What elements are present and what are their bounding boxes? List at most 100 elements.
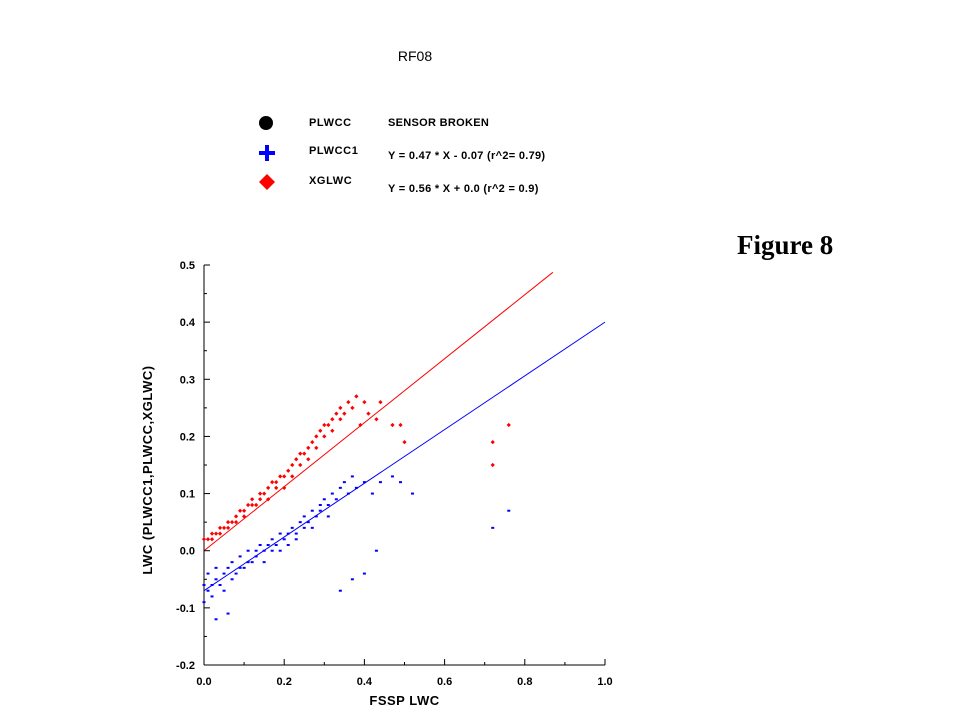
data-point-xglwc	[225, 520, 231, 525]
data-point-xglwc	[378, 400, 383, 405]
data-point-plwcc1	[230, 578, 234, 581]
data-point-xglwc	[402, 440, 407, 445]
data-point-xglwc	[390, 422, 395, 428]
data-point-plwcc1	[246, 561, 250, 564]
data-point-plwcc1	[290, 526, 294, 529]
data-point-xglwc	[374, 417, 379, 422]
data-point-plwcc1	[334, 498, 338, 501]
data-point-plwcc1	[246, 549, 250, 552]
data-point-plwcc1	[411, 492, 415, 495]
data-point-plwcc1	[226, 612, 230, 615]
data-point-xglwc	[306, 457, 311, 462]
data-point-xglwc	[258, 497, 263, 502]
data-point-xglwc	[322, 422, 327, 428]
data-point-plwcc1	[314, 515, 318, 518]
figure-label: Figure 8	[737, 230, 834, 260]
data-point-plwcc1	[286, 544, 290, 546]
data-point-xglwc	[290, 462, 295, 468]
data-point-xglwc	[217, 525, 223, 530]
data-point-xglwc	[233, 514, 239, 519]
data-point-xglwc	[490, 462, 495, 468]
data-point-xglwc	[334, 411, 339, 416]
data-point-plwcc1	[338, 486, 342, 489]
data-point-plwcc1	[258, 544, 262, 546]
data-point-xglwc	[266, 497, 271, 502]
y-tick-label: 0.0	[180, 546, 195, 558]
data-point-xglwc	[294, 457, 299, 462]
data-point-plwcc1	[346, 492, 350, 495]
data-point-plwcc1	[350, 578, 354, 581]
data-point-plwcc1	[206, 572, 210, 575]
data-point-xglwc	[346, 400, 351, 405]
data-point-xglwc	[225, 525, 231, 530]
data-point-xglwc	[274, 485, 279, 490]
data-point-plwcc1	[282, 538, 286, 541]
data-point-xglwc	[298, 451, 303, 456]
data-point-xglwc	[201, 537, 207, 542]
y-axis-title: LWC (PLWCC1,PLWCC,XGLWC)	[140, 365, 155, 574]
data-point-plwcc1	[230, 561, 234, 564]
x-tick-label: 0.6	[437, 676, 452, 688]
data-point-plwcc1	[238, 555, 242, 558]
fit-line-plwcc1	[203, 321, 606, 592]
data-point-plwcc1	[250, 561, 254, 564]
data-point-plwcc1	[318, 509, 322, 512]
data-point-xglwc	[322, 434, 327, 439]
data-point-xglwc	[298, 462, 303, 468]
data-point-xglwc	[310, 440, 315, 445]
data-point-xglwc	[330, 417, 335, 422]
data-point-xglwc	[286, 468, 291, 473]
data-point-plwcc1	[362, 572, 366, 575]
data-point-xglwc	[217, 531, 223, 536]
data-point-xglwc	[290, 474, 295, 479]
points-layer	[201, 394, 511, 621]
data-point-plwcc1	[318, 504, 322, 506]
y-axis-ticks: -0.2 -0.1 0.0 0.1 0.2 0.3 0.4 0.5	[176, 260, 210, 672]
data-point-plwcc1	[210, 584, 214, 586]
data-point-xglwc	[354, 394, 359, 399]
data-point-plwcc1	[222, 589, 226, 592]
data-point-plwcc1	[390, 475, 394, 478]
data-point-plwcc1	[254, 555, 258, 558]
data-point-plwcc1	[214, 578, 218, 581]
data-point-xglwc	[318, 428, 323, 433]
data-point-xglwc	[302, 451, 307, 456]
data-point-plwcc1	[326, 504, 330, 506]
data-point-plwcc1	[266, 544, 270, 546]
data-point-xglwc	[338, 417, 343, 422]
y-tick-label: -0.2	[176, 660, 195, 672]
data-point-plwcc1	[298, 521, 302, 524]
y-tick-label: 0.2	[180, 431, 195, 443]
data-point-xglwc	[314, 445, 319, 450]
data-point-xglwc	[241, 514, 247, 519]
data-point-xglwc	[362, 400, 367, 405]
data-point-plwcc1	[374, 549, 378, 552]
data-point-plwcc1	[210, 595, 214, 598]
data-point-plwcc1	[202, 601, 206, 604]
data-point-xglwc	[366, 411, 371, 416]
data-point-plwcc1	[302, 515, 306, 518]
data-point-plwcc1	[378, 481, 382, 484]
data-point-plwcc1	[218, 584, 222, 586]
data-point-plwcc1	[354, 486, 358, 489]
data-point-xglwc	[398, 422, 403, 428]
data-point-xglwc	[209, 537, 215, 542]
fit-lines	[203, 271, 606, 592]
data-point-plwcc1	[278, 532, 282, 535]
data-point-xglwc	[278, 474, 283, 479]
data-point-plwcc1	[262, 549, 266, 552]
data-point-xglwc	[342, 411, 347, 416]
data-point-xglwc	[314, 434, 319, 439]
data-point-plwcc1	[206, 589, 210, 592]
chart-title: RF08	[397, 48, 433, 64]
data-point-xglwc	[258, 491, 263, 496]
data-point-plwcc1	[322, 498, 326, 501]
data-point-plwcc1	[254, 549, 258, 552]
data-point-plwcc1	[326, 515, 330, 518]
data-point-plwcc1	[330, 492, 334, 495]
legend-note-plwcc: SENSOR BROKEN	[388, 117, 490, 129]
legend-diamond-marker	[259, 174, 275, 190]
x-tick-label: 1.0	[597, 676, 612, 688]
data-point-xglwc	[338, 405, 343, 410]
data-point-xglwc	[506, 422, 511, 428]
